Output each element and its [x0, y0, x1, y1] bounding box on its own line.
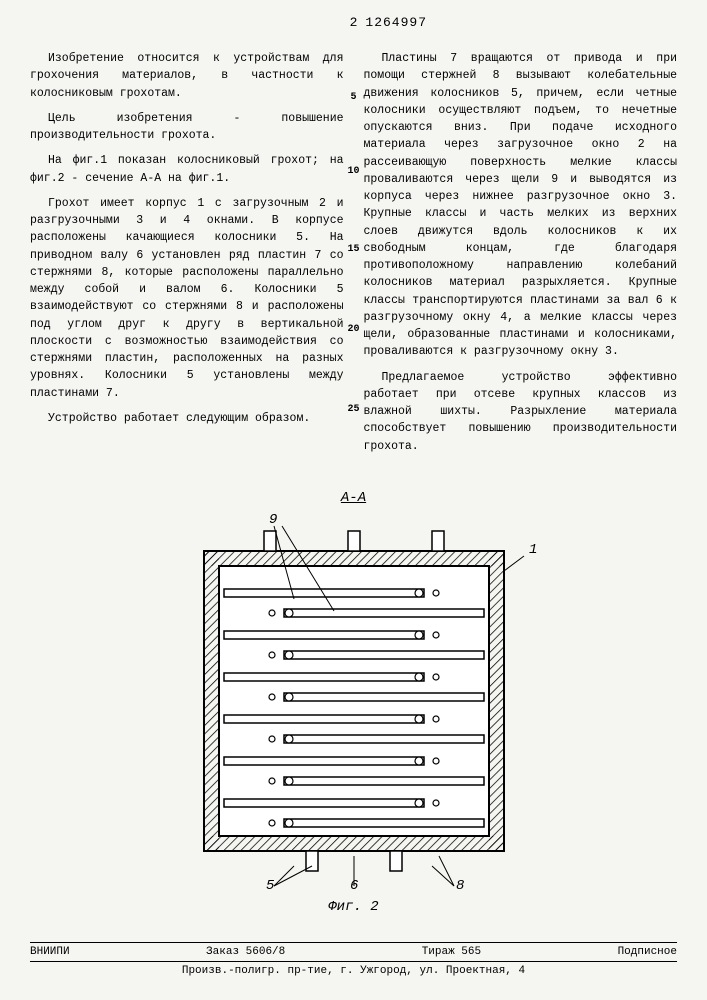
paragraph: Грохот имеет корпус 1 с загрузочным 2 и …: [30, 195, 344, 402]
document-number: 1264997: [365, 15, 427, 30]
paragraph: На фиг.1 показан колосниковый грохот; на…: [30, 152, 344, 187]
line-number: 10: [347, 166, 359, 177]
footer-row-1: ВНИИПИ Заказ 5606/8 Тираж 565 Подписное: [30, 942, 677, 961]
footer-address: Произв.-полигр. пр-тие, г. Ужгород, ул. …: [182, 965, 525, 977]
label-9: 9: [269, 512, 277, 528]
page-number: 2: [350, 15, 358, 30]
right-column: Пластины 7 вращаются от привода и при по…: [364, 50, 678, 463]
paragraph: Устройство работает следующим образом.: [30, 410, 344, 427]
footer-org: ВНИИПИ: [30, 946, 70, 958]
label-5: 5: [266, 878, 275, 891]
footer-tirage: Тираж 565: [422, 946, 481, 958]
paragraph: Пластины 7 вращаются от привода и при по…: [364, 50, 678, 361]
left-column: Изобретение относится к устройствам для …: [30, 50, 344, 463]
figure-2: А-А: [154, 490, 554, 915]
section-label: А-А: [154, 490, 554, 506]
footer-order: Заказ 5606/8: [206, 946, 285, 958]
paragraph: Предлагаемое устройство эффективно работ…: [364, 369, 678, 455]
figure-caption: Фиг. 2: [154, 899, 554, 915]
footer-row-2: Произв.-полигр. пр-тие, г. Ужгород, ул. …: [30, 961, 677, 980]
text-columns: Изобретение относится к устройствам для …: [30, 50, 677, 463]
line-number: 20: [347, 324, 359, 335]
paragraph: Цель изобретения - повышение производите…: [30, 110, 344, 145]
footer: ВНИИПИ Заказ 5606/8 Тираж 565 Подписное …: [30, 942, 677, 980]
line-number: 5: [350, 92, 356, 103]
label-8: 8: [456, 878, 464, 891]
line-number: 15: [347, 244, 359, 255]
footer-sign: Подписное: [618, 946, 677, 958]
diagram-svg: 9 1 5 6 8: [164, 511, 544, 891]
label-6: 6: [350, 878, 358, 891]
line-number: 25: [347, 404, 359, 415]
label-1: 1: [529, 542, 537, 558]
paragraph: Изобретение относится к устройствам для …: [30, 50, 344, 102]
